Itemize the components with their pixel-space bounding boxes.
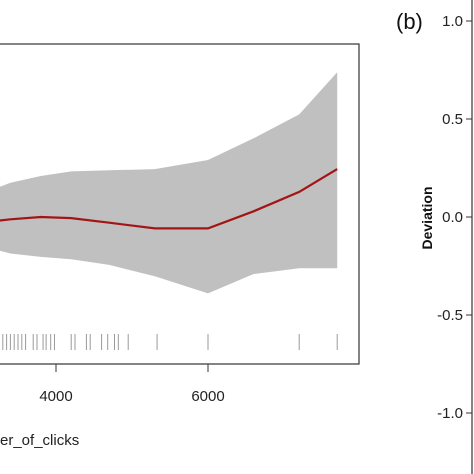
panel-b: (b) Deviation 1.0 0.5 0.0 -0.5 -1.0 — [396, 0, 473, 474]
panel-b-y-tick-label: 0.0 — [442, 209, 463, 226]
panel-b-label: (b) — [396, 9, 423, 34]
rug-marks — [2, 334, 338, 350]
panel-a: 4000 6000 er_of_clicks — [0, 43, 360, 449]
panel-b-y-tick-label: 1.0 — [442, 13, 463, 30]
panel-b-y-tick-label: -0.5 — [437, 307, 463, 324]
x-axis-label: er_of_clicks — [0, 432, 79, 449]
x-tick-label: 4000 — [39, 388, 72, 405]
panel-b-y-tick-label: -1.0 — [437, 405, 463, 422]
plot-frame — [0, 43, 360, 365]
y-axis-label-deviation: Deviation — [419, 186, 435, 249]
confidence-band — [0, 72, 338, 294]
x-tick-label: 6000 — [191, 388, 224, 405]
x-axis-ticks: 4000 6000 — [39, 364, 225, 405]
panel-b-y-ticks: 1.0 0.5 0.0 -0.5 -1.0 — [437, 13, 472, 422]
panel-b-y-tick-label: 0.5 — [442, 111, 463, 128]
fit-line — [0, 168, 338, 230]
